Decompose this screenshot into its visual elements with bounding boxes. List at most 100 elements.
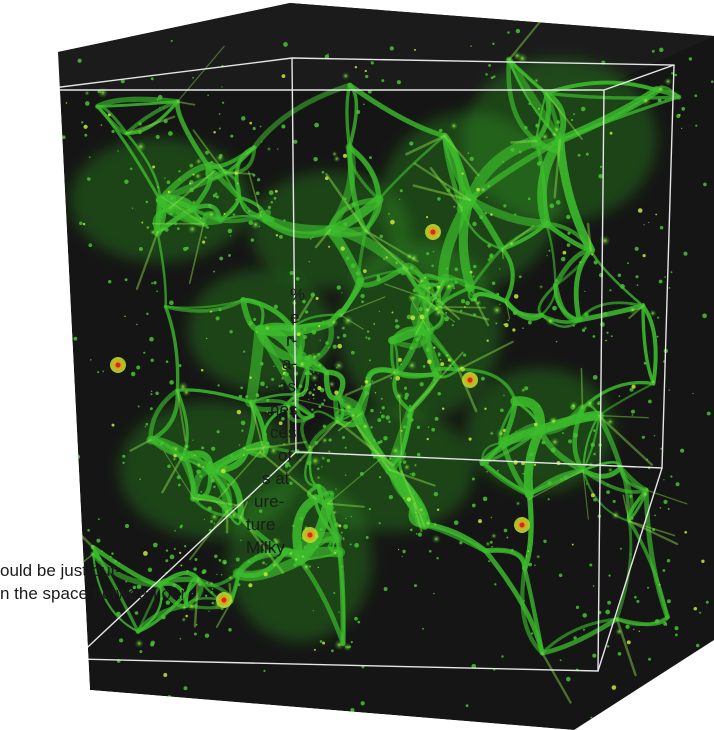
particle-speck xyxy=(507,319,510,322)
bright-clump xyxy=(134,638,144,649)
particle-speck xyxy=(207,506,212,511)
particle-speck xyxy=(167,464,171,469)
particle-speck xyxy=(174,529,176,532)
bright-clump xyxy=(194,157,203,166)
bright-clump xyxy=(416,275,427,287)
particle-speck xyxy=(426,252,430,256)
particle-speck xyxy=(534,564,536,567)
caption-page-area xyxy=(0,0,580,730)
particle-speck xyxy=(191,592,193,595)
bright-clump xyxy=(240,444,248,452)
particle-speck xyxy=(432,250,435,253)
bright-clump xyxy=(425,284,433,292)
particle-speck xyxy=(390,377,393,380)
particle-speck xyxy=(218,113,221,115)
particle-speck xyxy=(446,188,451,193)
filament-highlight xyxy=(412,184,472,202)
particle-speck xyxy=(515,28,521,34)
particle-speck xyxy=(652,527,656,532)
particle-speck xyxy=(318,324,321,328)
particle-speck xyxy=(510,548,514,552)
particle-speck xyxy=(215,463,218,466)
particle-speck xyxy=(241,116,246,121)
particle-speck xyxy=(111,129,115,134)
particle-speck xyxy=(657,98,662,103)
bright-clump xyxy=(97,86,109,99)
filament-strand xyxy=(229,571,241,604)
particle-speck xyxy=(490,516,493,519)
particle-speck xyxy=(324,371,330,376)
particle-speck xyxy=(425,296,430,301)
bright-clump xyxy=(328,317,340,328)
particle-speck xyxy=(226,483,231,487)
particle-speck xyxy=(156,98,159,101)
particle-speck xyxy=(573,113,575,116)
particle-speck xyxy=(641,435,645,439)
particle-speck xyxy=(523,600,525,602)
particle-speck xyxy=(101,550,103,553)
particle-speck xyxy=(683,251,688,256)
filament-highlight xyxy=(580,367,584,410)
particle-speck xyxy=(547,427,550,431)
particle-speck xyxy=(333,591,336,595)
particle-speck xyxy=(200,368,204,372)
bright-clump xyxy=(449,121,459,131)
particle-speck xyxy=(323,399,326,402)
particle-speck xyxy=(278,234,283,239)
particle-speck xyxy=(144,425,147,428)
particle-speck xyxy=(487,184,491,188)
particle-speck xyxy=(217,384,220,387)
particle-speck xyxy=(693,606,698,611)
particle-speck xyxy=(327,347,330,349)
filament-strand xyxy=(544,222,557,287)
bright-clump xyxy=(423,518,433,528)
particle-speck xyxy=(172,583,177,587)
particle-speck xyxy=(81,121,84,124)
particle-speck xyxy=(411,472,416,477)
particle-speck xyxy=(433,592,435,595)
particle-speck xyxy=(218,559,222,562)
filament-strand xyxy=(544,221,593,253)
particle-speck xyxy=(189,163,194,168)
filament-strand xyxy=(156,230,167,308)
filament-highlight xyxy=(505,300,511,320)
particle-speck xyxy=(227,228,233,234)
particle-speck xyxy=(340,246,345,251)
particle-speck xyxy=(88,243,93,248)
bright-clump xyxy=(535,554,541,560)
particle-speck xyxy=(582,613,587,618)
particle-speck xyxy=(150,77,154,81)
particle-speck xyxy=(592,585,595,587)
particle-speck xyxy=(459,309,463,313)
particle-speck xyxy=(656,335,659,338)
halo-core xyxy=(430,229,436,235)
particle-speck xyxy=(97,371,100,374)
particle-speck xyxy=(378,522,381,525)
particle-speck xyxy=(265,385,268,389)
particle-speck xyxy=(433,295,437,299)
particle-speck xyxy=(388,420,391,423)
filament-strand xyxy=(387,467,417,507)
particle-speck xyxy=(453,520,459,526)
particle-speck xyxy=(360,293,365,299)
particle-speck xyxy=(315,296,319,300)
particle-speck xyxy=(447,358,451,362)
particle-speck xyxy=(183,246,188,252)
particle-speck xyxy=(211,446,216,451)
particle-speck xyxy=(177,483,181,487)
particle-speck xyxy=(428,549,432,553)
particle-speck xyxy=(340,531,343,534)
particle-speck xyxy=(471,477,475,481)
particle-speck xyxy=(504,322,509,328)
particle-speck xyxy=(321,466,323,468)
filament-strand xyxy=(555,135,596,255)
filament-strand xyxy=(614,615,670,627)
particle-speck xyxy=(141,221,144,224)
particle-speck xyxy=(433,378,436,382)
particle-speck xyxy=(562,250,567,255)
filament-strand xyxy=(539,616,620,656)
halo-core xyxy=(519,522,525,528)
particle-speck xyxy=(243,350,246,353)
particle-speck xyxy=(599,165,603,169)
particle-speck xyxy=(460,298,466,304)
